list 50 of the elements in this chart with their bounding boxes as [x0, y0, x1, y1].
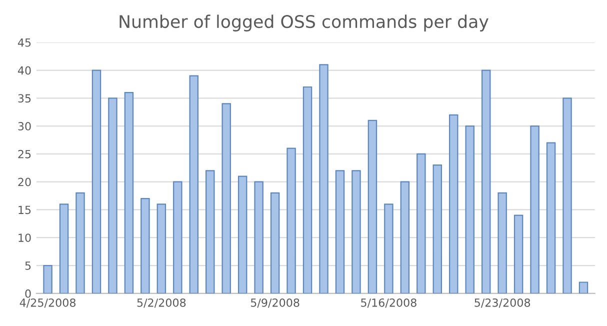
y-tick-label: 0 — [25, 289, 31, 298]
bar — [481, 70, 491, 294]
bar — [546, 142, 556, 294]
bar — [108, 98, 118, 294]
bar — [189, 75, 198, 294]
bar — [76, 192, 85, 294]
bar — [400, 181, 410, 294]
y-tick-label: 40 — [18, 66, 31, 75]
bar — [432, 164, 442, 294]
y-tick-label: 5 — [25, 262, 31, 270]
bar — [384, 204, 394, 294]
bar — [156, 204, 166, 294]
chart-title: Number of logged OSS commands per day — [120, 14, 488, 32]
bar — [352, 170, 361, 294]
bar — [238, 176, 248, 294]
bar — [92, 70, 102, 294]
bar — [302, 86, 312, 294]
y-tick-label: 35 — [18, 94, 31, 103]
y-tick-label: 15 — [18, 206, 31, 214]
bar — [498, 192, 507, 294]
bar — [59, 204, 69, 294]
bar — [270, 192, 280, 294]
bar — [578, 282, 588, 294]
bar — [449, 114, 458, 294]
bar — [335, 170, 345, 294]
y-tick-label: 10 — [18, 234, 31, 242]
bar — [530, 126, 540, 294]
x-tick-label: 4/25/2008 — [20, 298, 76, 308]
x-tick-label: 5/9/2008 — [250, 298, 300, 308]
x-tick-label: 5/16/2008 — [361, 298, 416, 308]
y-tick-label: 20 — [18, 178, 31, 186]
y-tick-label: 45 — [18, 38, 31, 47]
y-tick-label: 25 — [18, 150, 31, 158]
x-tick-label: 5/23/2008 — [474, 298, 530, 308]
bar — [222, 103, 231, 294]
bar — [286, 148, 296, 294]
bar — [206, 170, 215, 294]
bar — [514, 214, 524, 294]
x-tick-label: 5/2/2008 — [137, 298, 186, 308]
bar — [368, 120, 378, 294]
bar — [254, 181, 264, 294]
y-tick-label: 30 — [18, 122, 31, 130]
bar — [140, 198, 150, 294]
bar — [319, 64, 328, 294]
bar — [416, 153, 426, 294]
bar — [173, 181, 182, 294]
bar — [124, 92, 134, 294]
bar — [465, 126, 474, 294]
bar — [562, 98, 572, 294]
bar — [43, 264, 52, 294]
